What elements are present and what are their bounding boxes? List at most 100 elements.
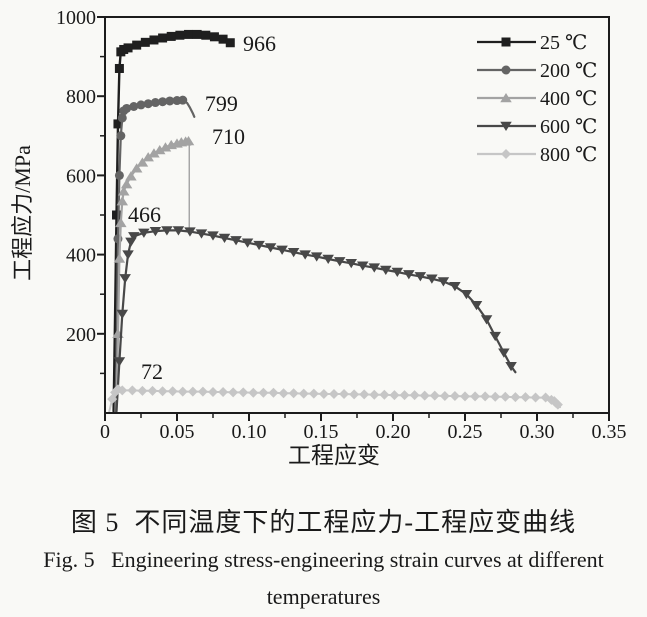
series-25c [112, 29, 235, 413]
y-axis-title: 工程应力/MPa [10, 145, 35, 281]
diamond-marker [147, 385, 158, 396]
triangle-down-marker [310, 252, 323, 262]
legend-label: 25 ℃ [540, 32, 587, 54]
triangle-up-marker [117, 186, 130, 196]
triangle-down-marker [498, 348, 510, 358]
x-tick-labels: 0 0.05 0.10 0.15 0.20 0.25 0.30 0.35 [100, 421, 627, 443]
triangle-up-marker [153, 145, 166, 155]
triangle-down-marker [357, 261, 369, 271]
x-tick-label: 0.20 [376, 421, 411, 443]
diamond-marker [258, 387, 269, 398]
square-marker [175, 30, 185, 40]
stress-strain-chart: 0 0.05 0.10 0.15 0.20 0.25 0.30 0.35 200 400 600 80… [10, 7, 627, 468]
diamond-marker [429, 390, 440, 401]
legend: 25 ℃ 200 ℃ 400 ℃ 600 ℃ 800 ℃ [477, 32, 597, 166]
y-tick-labels: 200 400 600 800 1000 [56, 7, 96, 346]
figure-caption-zh: 图 5 不同温度下的工程应力-工程应变曲线 [70, 508, 577, 537]
legend-entry-800c: 800 ℃ [477, 144, 597, 166]
series-600c [113, 226, 517, 413]
diamond-marker [298, 388, 309, 399]
triangle-down-marker [333, 257, 346, 267]
square-marker [201, 30, 211, 40]
square-marker [114, 63, 124, 73]
diamond-marker [530, 392, 541, 403]
square-marker [149, 35, 159, 45]
x-tick-label: 0.15 [304, 421, 339, 443]
triangle-up-marker [148, 148, 160, 158]
data-label-966: 966 [243, 31, 276, 56]
legend-label: 200 ℃ [540, 60, 597, 82]
triangle-down-marker [489, 331, 501, 342]
circle-marker [136, 100, 146, 110]
triangle-down-marker [253, 240, 265, 251]
triangle-down-marker [299, 250, 311, 260]
diamond-marker [288, 388, 299, 399]
triangle-down-marker [414, 272, 427, 282]
square-marker [218, 34, 228, 44]
triangle-up-marker [159, 142, 172, 152]
x-axis-title: 工程应变 [288, 443, 380, 468]
diamond-marker [552, 399, 563, 410]
diamond-marker [379, 389, 390, 400]
triangle-down-marker [276, 245, 288, 255]
diamond-marker [419, 390, 430, 401]
series-400c-markers [112, 135, 195, 339]
triangle-down-marker [470, 301, 483, 311]
diamond-marker [369, 389, 380, 400]
circle-marker [150, 98, 160, 108]
diamond-marker [409, 390, 420, 401]
x-tick-label: 0.35 [592, 421, 627, 443]
data-label-72: 72 [141, 359, 163, 384]
legend-label: 600 ℃ [540, 116, 597, 138]
triangle-down-marker [119, 274, 131, 284]
triangle-down-marker [149, 226, 162, 237]
square-marker [209, 32, 219, 42]
diamond-marker [389, 390, 400, 401]
series-200c-markers [113, 95, 188, 244]
circle-marker [178, 95, 188, 105]
diamond-marker [359, 389, 370, 400]
series-600c-markers [113, 226, 517, 372]
triangle-down-marker [345, 259, 357, 269]
diamond-marker [187, 386, 198, 397]
circle-marker [122, 103, 132, 113]
diamond-marker [470, 391, 481, 402]
triangle-up-marker [142, 152, 154, 162]
diamond-marker [208, 387, 218, 398]
circle-marker [158, 97, 168, 107]
triangle-down-marker [230, 236, 242, 246]
diamond-marker [177, 386, 188, 397]
circle-marker [116, 131, 126, 141]
diamond-marker [460, 391, 470, 402]
triangle-down-marker [287, 247, 300, 258]
data-label-710: 710 [212, 124, 245, 149]
square-marker [132, 40, 142, 50]
y-tick-label: 800 [66, 86, 96, 108]
y-tick-label: 600 [66, 165, 96, 187]
triangle-up-marker [136, 157, 149, 167]
triangle-down-marker [172, 226, 185, 236]
axis-ticks [97, 16, 610, 421]
triangle-down-marker [437, 277, 450, 287]
triangle-down-marker [505, 362, 517, 372]
triangle-down-marker [426, 274, 438, 284]
triangle-up-marker [125, 171, 137, 181]
diamond-marker [500, 391, 511, 402]
diamond-marker [268, 387, 279, 398]
plot-frame [104, 16, 610, 414]
legend-label: 800 ℃ [540, 144, 597, 166]
x-tick-label: 0.05 [160, 421, 195, 443]
triangle-down-marker [161, 226, 173, 236]
triangle-down-marker [113, 357, 126, 367]
square-marker [166, 31, 176, 41]
diamond-marker [218, 387, 229, 398]
triangle-up-marker [113, 253, 126, 263]
triangle-down-marker [403, 270, 415, 280]
diamond-marker [127, 385, 138, 396]
triangle-down-marker [116, 309, 129, 319]
diamond-marker [328, 388, 339, 399]
series-25c-markers [112, 29, 235, 220]
triangle-down-marker [207, 231, 219, 241]
x-tick-label: 0.25 [448, 421, 483, 443]
triangle-down-marker [460, 289, 473, 300]
